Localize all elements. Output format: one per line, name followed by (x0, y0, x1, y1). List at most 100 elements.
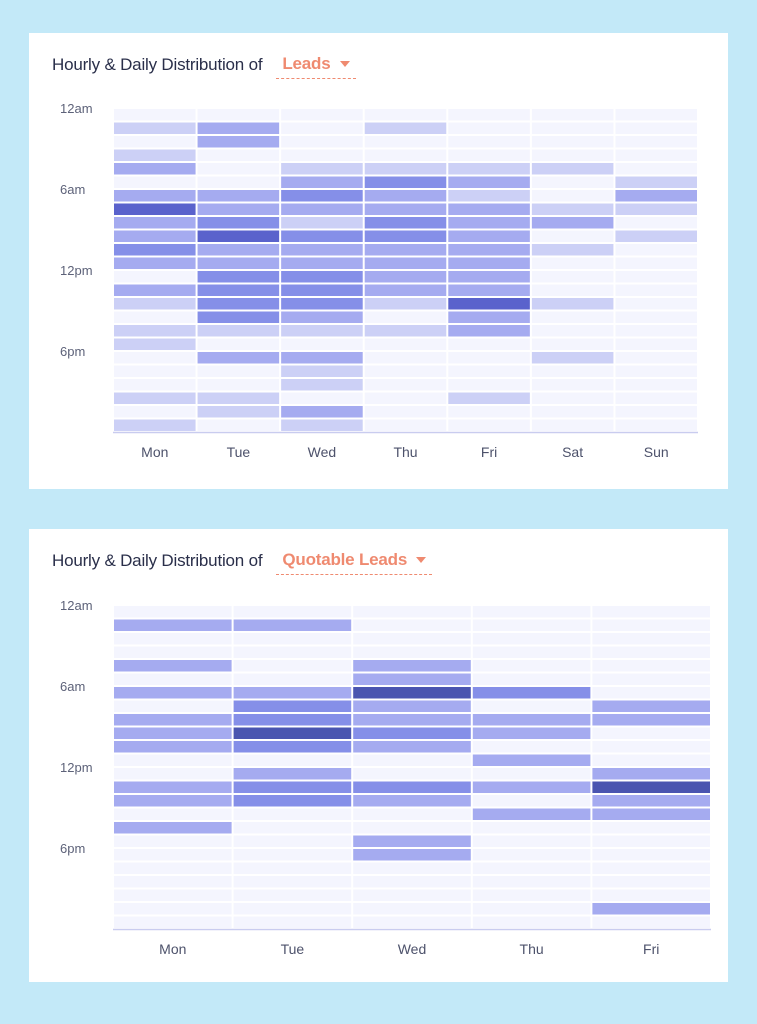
heatmap-cell (592, 633, 710, 645)
heatmap-cell (448, 298, 530, 310)
heatmap-cell (114, 109, 196, 121)
heatmap-cell (472, 741, 591, 753)
heatmap-cell (448, 365, 530, 377)
heatmap-cell (281, 406, 363, 418)
heatmap-cell (472, 660, 591, 672)
heatmap-cell (531, 338, 614, 350)
heatmap-cell (114, 633, 232, 645)
heatmap-cell (592, 862, 710, 874)
heatmap-cell (472, 822, 591, 834)
chart-title: Hourly & Daily Distribution of Quotable … (52, 548, 433, 575)
heatmap-cell (531, 419, 614, 431)
heatmap-cell (592, 727, 710, 739)
heatmap-cell (472, 619, 591, 631)
chart-title-text: Hourly & Daily Distribution of (52, 54, 263, 74)
metric-dropdown[interactable]: Quotable Leads (276, 550, 433, 575)
heatmap-cell (592, 606, 710, 618)
heatmap-cell (615, 352, 697, 364)
quotable-leads-heatmap: 12am 6am 12pm 6pm Mon Tue Wed Thu Fri (60, 598, 711, 957)
heatmap-cell (197, 365, 280, 377)
heatmap-cell (592, 808, 710, 820)
metric-dropdown-label: Leads (282, 54, 331, 73)
y-tick-label: 6am (60, 679, 85, 694)
heatmap-cell (197, 257, 280, 269)
heatmap-cell (364, 257, 447, 269)
heatmap-cell (233, 862, 352, 874)
heatmap-cell (615, 257, 697, 269)
heatmap-cell (531, 136, 614, 148)
heatmap-cell (592, 822, 710, 834)
heatmap-cell (531, 257, 614, 269)
metric-dropdown-label: Quotable Leads (282, 550, 408, 569)
heatmap-cell (592, 700, 710, 712)
heatmap-cell (472, 862, 591, 874)
x-tick-label: Thu (520, 941, 544, 957)
heatmap-cell (114, 808, 232, 820)
heatmap-cell (233, 754, 352, 766)
heatmap-cell (531, 244, 614, 256)
heatmap-cell (281, 190, 363, 202)
heatmap-cell (114, 311, 196, 323)
heatmap-cell (531, 176, 614, 188)
heatmap-cell (592, 835, 710, 847)
heatmap-cell (353, 822, 471, 834)
heatmap-cell (615, 392, 697, 404)
heatmap-cell (114, 849, 232, 861)
metric-dropdown[interactable]: Leads (276, 54, 356, 79)
heatmap-cell (592, 903, 710, 915)
heatmap-cell (233, 727, 352, 739)
heatmap-cell (531, 109, 614, 121)
heatmap-cell (448, 217, 530, 229)
heatmap-cell (592, 646, 710, 658)
heatmap-cell (197, 406, 280, 418)
x-tick-label: Mon (141, 444, 168, 460)
heatmap-cell (615, 284, 697, 296)
heatmap-cell (531, 284, 614, 296)
heatmap-cell (615, 109, 697, 121)
heatmap-cell (353, 646, 471, 658)
heatmap-cell (114, 727, 232, 739)
leads-heatmap: 12am 6am 12pm 6pm Mon Tue Wed Thu Fri Sat Sun (60, 101, 698, 460)
heatmap-cell (448, 136, 530, 148)
heatmap-cell (233, 700, 352, 712)
y-tick-label: 12pm (60, 760, 93, 775)
heatmap-cell (233, 606, 352, 618)
heatmap-cell (233, 889, 352, 901)
heatmap-cell (197, 284, 280, 296)
heatmap-cell (197, 338, 280, 350)
heatmap-cell (197, 352, 280, 364)
heatmap-cell (197, 311, 280, 323)
heatmap-cell (114, 392, 196, 404)
heatmap-cell (364, 352, 447, 364)
heatmap-cell (364, 190, 447, 202)
heatmap-cell (197, 163, 280, 175)
heatmap-cell (615, 163, 697, 175)
heatmap-cell (448, 149, 530, 161)
heatmap-cell (197, 122, 280, 134)
heatmap-cell (281, 217, 363, 229)
heatmap-cell (448, 176, 530, 188)
heatmap-cell (114, 660, 232, 672)
heatmap-cell (592, 916, 710, 928)
heatmap-cell (531, 217, 614, 229)
heatmap-cell (114, 352, 196, 364)
heatmap-cell (364, 392, 447, 404)
heatmap-cell (615, 190, 697, 202)
heatmap-cell (353, 633, 471, 645)
heatmap-cell (364, 244, 447, 256)
heatmap-cell (114, 673, 232, 685)
x-tick-label: Tue (227, 444, 251, 460)
heatmap-cell (531, 122, 614, 134)
heatmap-cell (615, 365, 697, 377)
heatmap-cell (472, 754, 591, 766)
heatmap-cell (364, 203, 447, 215)
heatmap-cell (281, 311, 363, 323)
heatmap-cell (281, 298, 363, 310)
heatmap-cell (233, 714, 352, 726)
heatmap-cell (448, 284, 530, 296)
heatmap-cell (364, 284, 447, 296)
heatmap-cell (448, 122, 530, 134)
x-tick-label: Tue (281, 941, 305, 957)
heatmap-cell (114, 903, 232, 915)
heatmap-cell (233, 876, 352, 888)
